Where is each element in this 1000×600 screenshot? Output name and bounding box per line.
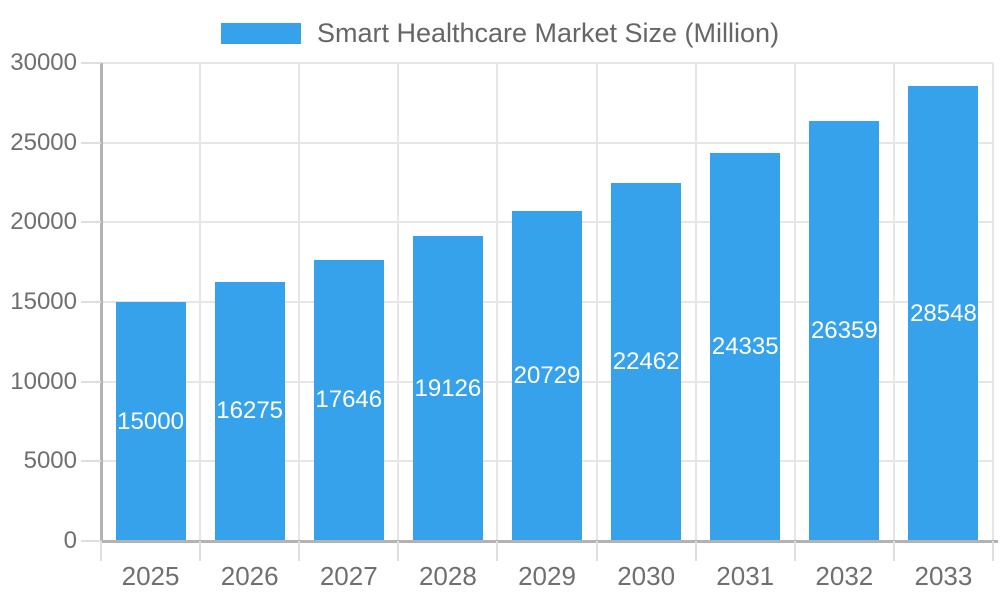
x-axis-tick-label: 2030 (617, 561, 676, 591)
bar-2025[interactable] (115, 302, 186, 541)
gridline-horizontal (101, 141, 993, 144)
legend-label: Smart Healthcare Market Size (Million) (316, 18, 780, 48)
x-axis-tick (397, 541, 400, 561)
y-axis-tick-label: 5000 (23, 447, 77, 475)
bar-2026[interactable] (214, 281, 285, 541)
bar-value-label: 26359 (810, 317, 878, 344)
y-axis-tick-label: 15000 (10, 288, 77, 315)
bar-2029[interactable] (512, 210, 582, 541)
y-axis-tick (81, 301, 101, 303)
bar-value-label: 28548 (910, 299, 977, 327)
x-axis-tick (892, 541, 895, 561)
x-axis-tick-label: 2027 (319, 561, 378, 591)
x-axis-tick-label: 2033 (914, 561, 973, 591)
x-axis-tick (298, 541, 301, 561)
x-axis-tick (595, 541, 598, 561)
y-axis-tick (81, 380, 101, 383)
bar-value-label: 17646 (315, 386, 383, 414)
gridline-vertical (199, 63, 202, 541)
y-axis-tick-label: 0 (63, 527, 77, 554)
x-axis-line (99, 539, 998, 543)
bar-value-label: 15000 (117, 407, 184, 435)
bar-2031[interactable] (710, 153, 781, 541)
x-axis-tick (992, 541, 994, 561)
y-axis-tick-label: 25000 (10, 128, 77, 156)
x-axis-tick-label: 2026 (220, 561, 279, 591)
bar-2030[interactable] (611, 183, 682, 541)
x-axis-tick-label: 2031 (716, 561, 775, 591)
bar-2032[interactable] (809, 121, 880, 541)
gridline-vertical (892, 63, 895, 541)
bar-value-label: 16275 (216, 397, 284, 425)
legend-swatch (220, 23, 301, 44)
y-axis-tick-label: 30000 (10, 49, 77, 76)
bar-value-label: 24335 (711, 333, 779, 361)
y-axis-tick (81, 221, 101, 224)
gridline-vertical (496, 63, 499, 541)
bar-value-label: 20729 (513, 361, 581, 389)
x-axis-tick (100, 541, 102, 561)
y-axis-line (99, 63, 103, 541)
x-axis-tick-label: 2029 (518, 561, 576, 591)
x-axis-tick (793, 541, 796, 561)
y-axis-tick (81, 540, 101, 542)
x-axis-tick-label: 2025 (121, 561, 180, 591)
bar-2027[interactable] (313, 259, 384, 541)
bar-2028[interactable] (412, 236, 483, 541)
gridline-vertical (694, 63, 697, 541)
bar-value-label: 19126 (414, 374, 482, 402)
bar-value-label: 22462 (612, 348, 680, 376)
gridline-vertical (992, 63, 994, 541)
x-axis-tick-label: 2028 (418, 561, 477, 591)
gridline-vertical (595, 63, 598, 541)
legend-item[interactable]: Smart Healthcare Market Size (Million) (0, 18, 1000, 49)
y-axis-tick (81, 460, 101, 463)
x-axis-tick (199, 541, 202, 561)
gridline-vertical (793, 63, 796, 541)
gridline-vertical (397, 63, 400, 541)
gridline-vertical (298, 63, 301, 541)
x-axis-tick-label: 2032 (815, 561, 874, 591)
x-axis-tick (496, 541, 499, 561)
y-axis-tick-label: 20000 (10, 208, 77, 236)
gridline-horizontal (101, 62, 993, 64)
y-axis-tick-label: 10000 (10, 367, 77, 395)
bar-2033[interactable] (908, 86, 979, 541)
y-axis-tick (81, 62, 101, 64)
y-axis-tick (81, 141, 101, 144)
x-axis-tick (694, 541, 697, 561)
